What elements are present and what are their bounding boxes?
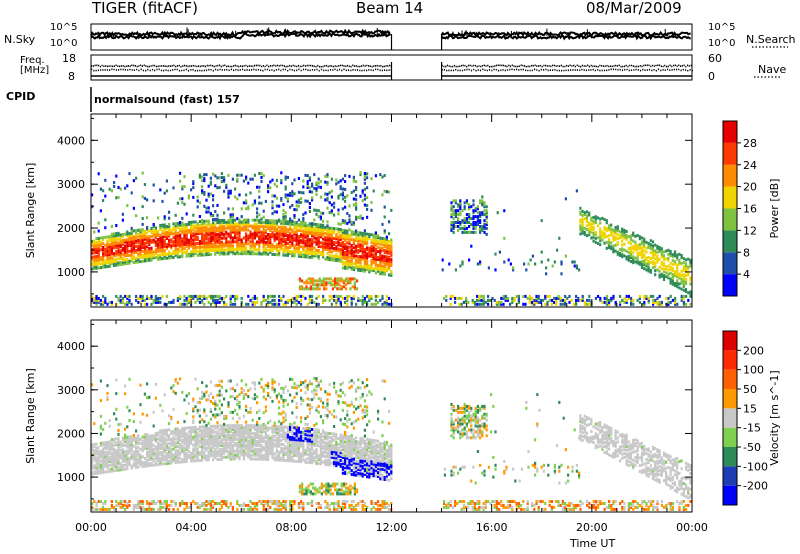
- nave-tick-high: 60: [708, 52, 722, 65]
- power-colorbar-label: 12: [743, 224, 757, 237]
- velocity-colorbar-title: Velocity [m s^-1]: [768, 370, 781, 465]
- x-axis-label: Time UT: [570, 537, 616, 550]
- y-tick-label: 2000: [57, 427, 85, 440]
- date-title: 08/Mar/2009: [586, 0, 682, 17]
- nsky-tick-high: 10^5: [50, 22, 78, 33]
- velocity-colorbar-segment: [723, 369, 737, 389]
- nsky-tick-low: 10^0: [50, 38, 78, 49]
- x-tick-label: 04:00: [175, 521, 207, 534]
- velocity-colorbar-label: -15: [743, 422, 761, 435]
- y-tick-label: 3000: [57, 384, 85, 397]
- beam-title: Beam 14: [356, 0, 424, 17]
- x-tick-label: 08:00: [275, 521, 307, 534]
- y-tick-label: 1000: [57, 266, 85, 279]
- y-axis-label: Slant Range [km]: [24, 163, 37, 259]
- cpid-label: CPID: [6, 90, 36, 103]
- station-title: TIGER (fitACF): [92, 0, 199, 17]
- power-colorbar-segment: [723, 121, 737, 143]
- velocity-colorbar-segment: [723, 427, 737, 447]
- y-tick-label: 2000: [57, 222, 85, 235]
- power-colorbar-label: 20: [743, 181, 757, 194]
- power-colorbar-label: 16: [743, 203, 757, 216]
- power-colorbar-segment: [723, 252, 737, 275]
- velocity-colorbar-label: -200: [743, 480, 768, 493]
- nsearch-label: N.Search: [746, 33, 796, 46]
- cpid-value: normalsound (fast) 157: [94, 93, 240, 106]
- velocity-colorbar-label: -50: [743, 441, 761, 454]
- velocity-colorbar-segment: [723, 447, 737, 467]
- freq-tick-high: 18: [62, 52, 76, 65]
- nave-tick-low: 0: [708, 70, 715, 83]
- x-tick-label: 16:00: [476, 521, 508, 534]
- y-tick-label: 4000: [57, 340, 85, 353]
- velocity-panel-frame: [90, 319, 693, 513]
- x-tick-label: 12:00: [376, 521, 408, 534]
- y-tick-label: 1000: [57, 471, 85, 484]
- x-tick-label: 20:00: [576, 521, 608, 534]
- y-axis-label: Slant Range [km]: [24, 368, 37, 464]
- power-colorbar-segment: [723, 208, 737, 231]
- x-tick-label: 00:00: [676, 521, 708, 534]
- velocity-cells: [91, 376, 692, 511]
- power-colorbar-segment: [723, 230, 737, 253]
- velocity-colorbar-label: 200: [743, 344, 764, 357]
- power-colorbar-title: Power [dB]: [768, 179, 781, 239]
- nave-trace: [91, 68, 693, 72]
- power-colorbar-label: 24: [743, 159, 757, 172]
- y-tick-label: 4000: [57, 134, 85, 147]
- nsearch-tick-low: 10^0: [708, 38, 736, 49]
- velocity-colorbar-segment: [723, 331, 737, 351]
- power-colorbar-label: 28: [743, 137, 757, 150]
- power-colorbar-segment: [723, 186, 737, 209]
- velocity-colorbar-label: 50: [743, 383, 757, 396]
- velocity-colorbar-label: 15: [743, 402, 757, 415]
- velocity-colorbar-segment: [723, 350, 737, 370]
- freq-tick-low: 8: [68, 70, 75, 83]
- power-colorbar-label: 4: [743, 268, 750, 281]
- freq-unit-label: [MHz]: [20, 65, 50, 76]
- velocity-colorbar-segment: [723, 408, 737, 428]
- velocity-colorbar-frame: [722, 330, 738, 506]
- nsky-label: N.Sky: [4, 33, 36, 46]
- velocity-colorbar-label: 100: [743, 364, 764, 377]
- power-colorbar-segment: [723, 142, 737, 165]
- power-cells: [91, 171, 692, 306]
- power-colorbar-segment: [723, 164, 737, 187]
- x-tick-label: 00:00: [75, 521, 107, 534]
- freq-trace: [91, 64, 692, 68]
- power-colorbar-label: 8: [743, 246, 750, 259]
- velocity-colorbar-segment: [723, 389, 737, 409]
- nsearch-trace: [90, 28, 691, 38]
- nave-label: Nave: [758, 63, 787, 76]
- nsky-trace: [90, 31, 691, 41]
- velocity-colorbar-label: -100: [743, 460, 768, 473]
- power-colorbar-segment: [723, 274, 737, 296]
- freq-gap: [392, 56, 441, 79]
- nsearch-tick-high: 10^5: [708, 22, 736, 33]
- y-tick-label: 3000: [57, 178, 85, 191]
- velocity-colorbar-segment: [723, 485, 737, 505]
- freq-label: Freq.: [20, 55, 45, 66]
- velocity-colorbar-segment: [723, 466, 737, 486]
- nsky-gap: [392, 25, 441, 49]
